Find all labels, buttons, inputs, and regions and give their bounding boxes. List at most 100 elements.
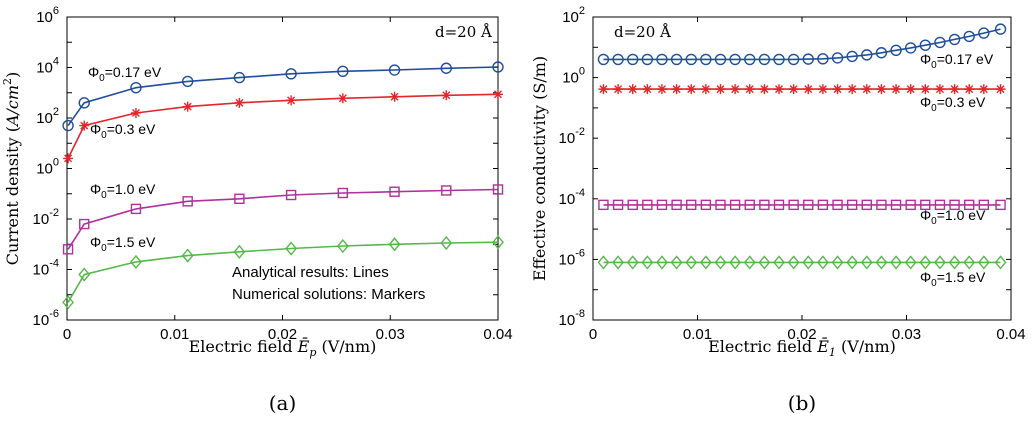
data-point [656,84,667,95]
x-axis-label: Electric field Ē1 (V/nm) [708,336,896,359]
data-point [934,84,945,95]
data-point [642,84,653,95]
data-point [758,255,771,270]
data-point [964,199,975,211]
data-point [729,53,741,66]
series-label: Φ0=1.0 eV [920,207,986,227]
data-point [714,53,727,66]
data-point [773,53,785,66]
data-point [612,255,624,270]
data-point [612,199,624,211]
y-axis-label: Current density (A/cm2) [1,72,22,266]
x-axis-label: Electric field Ēp (V/nm) [189,336,377,359]
y-tick-label: 100 [562,66,585,87]
series-1: Φ0=0.3 eV [63,89,503,164]
x-tick-label: 0.02 [787,326,816,343]
data-point [62,295,74,310]
data-point [714,255,727,270]
data-point [934,36,946,49]
data-point [759,84,770,95]
x-tick-label: 0.03 [376,326,405,343]
data-point [440,62,452,74]
data-point [802,53,814,65]
data-point [613,84,624,95]
data-point [788,84,799,95]
data-point [63,153,74,164]
legend-note: Numerical solutions: Markers [232,286,425,303]
data-point [788,199,799,211]
data-point [919,255,932,270]
data-point [285,241,298,256]
data-point [234,97,245,108]
data-point [612,53,624,66]
data-point [700,53,712,66]
data-point [904,42,917,54]
data-point [641,255,654,270]
data-point [598,84,609,95]
data-point [729,255,742,270]
data-point [861,84,872,95]
data-point [817,84,828,95]
x-tick-label: 0.04 [996,326,1025,343]
data-point [389,91,400,102]
data-point [802,255,815,270]
y-tick-label: 10-6 [559,247,585,268]
data-point [816,255,829,270]
data-point [964,84,975,95]
data-point [934,255,946,270]
data-point [79,218,90,230]
series-label: Φ0=0.17 eV [88,64,162,84]
data-point [876,199,887,211]
series-0: Φ0=0.17 eV [62,61,504,132]
data-point [181,248,194,263]
data-point [994,255,1007,270]
data-point [949,84,960,95]
y-tick-label: 10-6 [33,308,59,329]
data-point [846,255,859,270]
series-0: Φ0=0.17 eV [597,23,1007,71]
data-point [890,255,902,270]
data-point [285,189,297,201]
data-point [817,199,829,211]
data-point [861,49,873,61]
data-point [744,199,755,211]
data-point [846,50,858,63]
data-point [686,199,697,211]
y-tick-label: 10-4 [33,258,59,279]
series-line [67,188,499,250]
data-point [934,199,946,211]
data-point [234,193,245,205]
data-point [388,64,401,76]
data-point [182,101,193,112]
data-point [337,187,349,199]
series-label: Φ0=0.17 eV [920,51,994,71]
data-point [743,255,756,270]
data-point [130,254,142,270]
series-label: Φ0=1.5 eV [90,234,156,254]
legend-note: Analytical results: Lines [232,264,389,281]
series-3: Φ0=1.5 eV [597,255,1007,289]
series-label: Φ0=1.5 eV [920,269,986,289]
data-point [627,199,638,211]
data-point [388,237,401,252]
data-point [670,255,683,270]
data-point [920,199,931,211]
data-point [905,84,916,95]
data-point [773,199,785,211]
data-point [978,27,990,39]
y-tick-label: 10-2 [559,126,585,147]
series-2: Φ0=1.0 eV [598,199,1006,227]
data-point [978,84,989,95]
data-point [656,255,668,270]
data-point [656,199,668,211]
y-tick-label: 102 [36,106,59,127]
series-line [67,93,499,159]
data-point [963,255,976,270]
data-point [803,199,814,211]
y-tick-label: 102 [562,5,585,26]
data-point [493,89,503,100]
data-point [948,33,961,46]
y-tick-label: 106 [36,5,59,26]
data-point [963,30,975,43]
